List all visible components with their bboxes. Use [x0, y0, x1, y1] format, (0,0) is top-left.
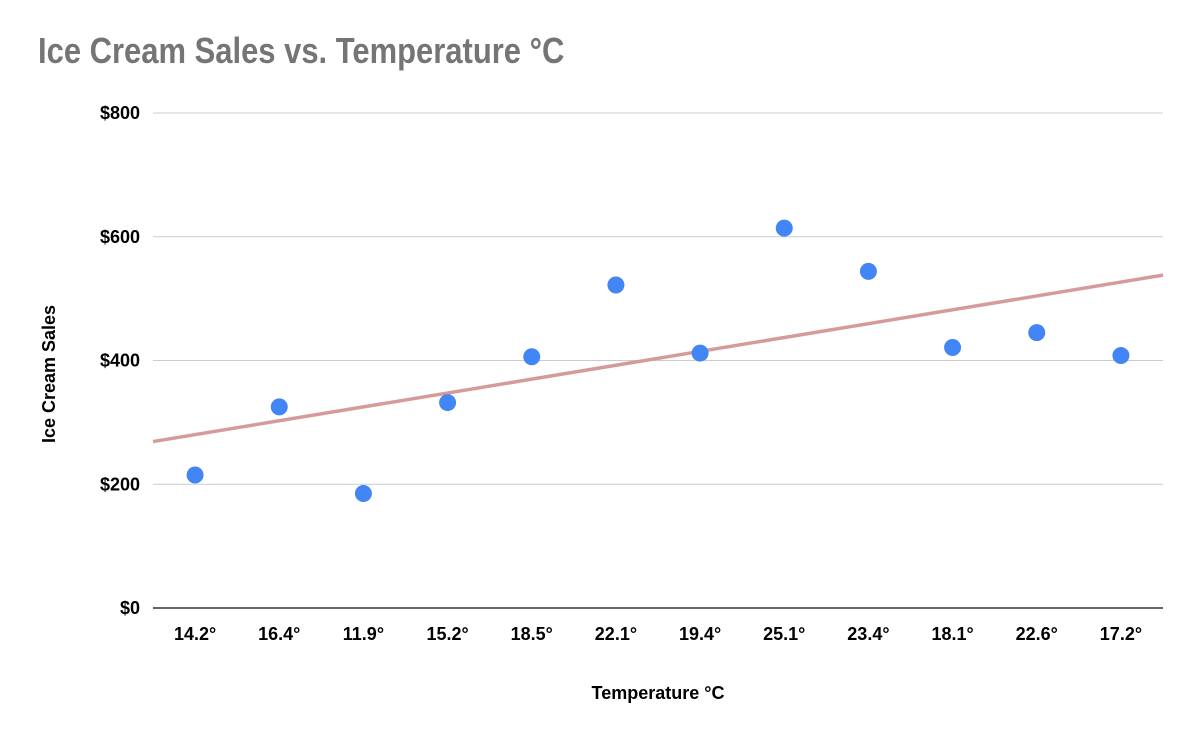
data-point	[1112, 347, 1130, 365]
y-axis-title: Ice Cream Sales	[39, 305, 59, 443]
x-tick-label: 15.2°	[426, 624, 468, 644]
y-tick-label: $0	[120, 598, 140, 618]
x-tick-label: 17.2°	[1100, 624, 1142, 644]
x-tick-label: 22.6°	[1016, 624, 1058, 644]
data-point	[607, 276, 625, 294]
x-tick-label: 25.1°	[763, 624, 805, 644]
data-point	[859, 262, 877, 280]
data-point	[523, 348, 541, 366]
data-point	[354, 485, 372, 503]
trendline	[152, 273, 1164, 444]
x-axis-title: Temperature °C	[592, 683, 725, 703]
y-tick-label: $600	[100, 227, 140, 247]
x-tick-label: 16.4°	[258, 624, 300, 644]
data-point	[1028, 324, 1046, 342]
x-tick-label: 11.9°	[343, 624, 384, 644]
trendline-group	[152, 273, 1164, 444]
y-tick-label: $200	[100, 474, 140, 494]
data-point	[270, 398, 288, 416]
tick-labels: $0 $200 $400 $600 $800 14.2° 16.4° 11.9° 15.2° 18…	[100, 103, 1142, 644]
x-tick-label: 19.4°	[679, 624, 721, 644]
x-tick-label: 18.5°	[511, 624, 553, 644]
data-point	[944, 339, 962, 357]
data-point	[775, 219, 793, 237]
data-point	[439, 394, 457, 412]
data-point	[691, 344, 709, 362]
x-tick-label: 23.4°	[847, 624, 889, 644]
gridlines	[153, 112, 1163, 485]
chart-title: Ice Cream Sales vs. Temperature °C	[38, 30, 565, 71]
y-tick-label: $400	[100, 351, 140, 371]
data-point	[186, 466, 204, 484]
x-tick-label: 14.2°	[174, 624, 216, 644]
x-tick-label: 22.1°	[595, 624, 637, 644]
y-tick-label: $800	[100, 103, 140, 123]
data-points	[186, 219, 1130, 503]
x-tick-label: 18.1°	[931, 624, 973, 644]
